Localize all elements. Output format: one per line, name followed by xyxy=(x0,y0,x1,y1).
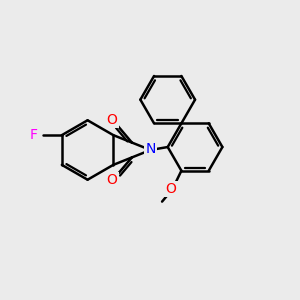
Text: O: O xyxy=(106,173,117,187)
Text: O: O xyxy=(166,182,176,196)
Text: N: N xyxy=(145,142,156,156)
Text: F: F xyxy=(29,128,37,142)
Text: O: O xyxy=(106,113,117,127)
